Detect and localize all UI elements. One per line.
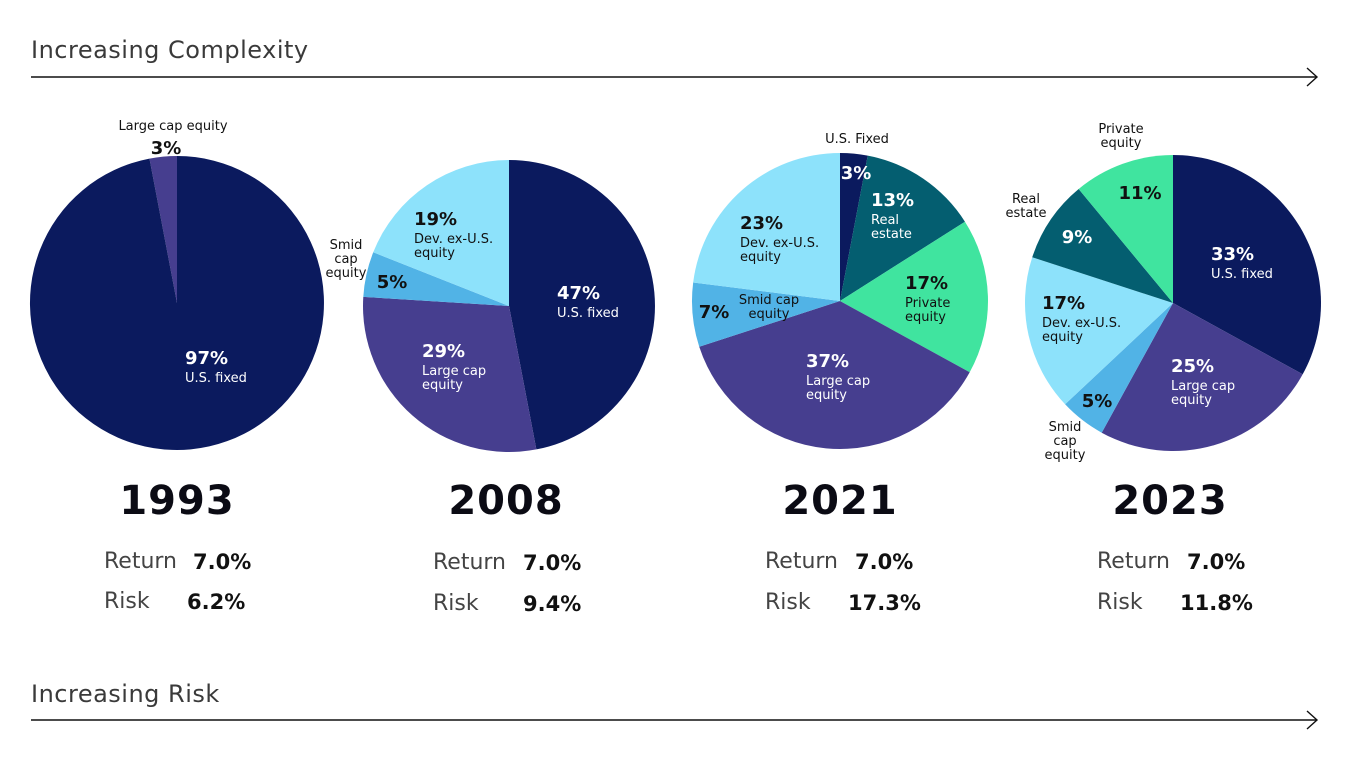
risk-value-2021: 17.3% [848, 591, 921, 615]
pie-slice-1993-large_cap [149, 156, 177, 303]
pie-slice-1993-us_fixed [29, 156, 324, 450]
risk-label-2021: Risk [765, 590, 811, 615]
pie-percent-2023-large_cap: 25% [1171, 356, 1214, 377]
pie-percent-2008-large_cap: 29% [422, 341, 465, 362]
pie-percent-1993-large_cap: 3% [151, 138, 182, 159]
return-value-2008: 7.0% [523, 551, 582, 575]
year-title-1993: 1993 [119, 478, 235, 524]
pie-label-2008-us_fixed: U.S. fixed [557, 306, 619, 321]
pie-slice-2008-large_cap [363, 296, 537, 452]
return-value-2023: 7.0% [1187, 550, 1246, 574]
bottom-axis-arrow [31, 710, 1319, 730]
pie-slice-2008-dev_ex_us [373, 160, 509, 306]
pie-percent-2023-private_equity: 11% [1118, 183, 1161, 204]
top-axis-arrow [31, 67, 1319, 87]
pie-label-2008-dev_ex_us: Dev. ex-U.S. equity [414, 232, 493, 261]
pie-percent-2008-smid_cap: 5% [377, 272, 408, 293]
risk-label-2008: Risk [433, 591, 479, 616]
year-title-2021: 2021 [782, 478, 898, 524]
return-value-2021: 7.0% [855, 550, 914, 574]
return-label-2021: Return [765, 549, 839, 574]
pie-percent-2008-us_fixed: 47% [557, 283, 600, 304]
risk-value-2008: 9.4% [523, 592, 582, 616]
bottom-axis-label: Increasing Risk [31, 680, 220, 708]
pie-slice-2021-us_fixed [840, 153, 868, 301]
pie-percent-2021-private_equity: 17% [905, 273, 948, 294]
pie-percent-2008-dev_ex_us: 19% [414, 209, 457, 230]
pie-label-2023-dev_ex_us: Dev. ex-U.S. equity [1042, 316, 1121, 345]
pie-label-2021-smid_cap: Smid cap equity [739, 293, 799, 322]
pie-label-2008-large_cap: Large cap equity [422, 364, 486, 393]
pie-slice-2023-large_cap [1101, 303, 1303, 451]
risk-value-2023: 11.8% [1180, 591, 1253, 615]
return-label-1993: Return [104, 549, 178, 574]
pie-slice-2008-us_fixed [509, 160, 655, 450]
return-label-2008: Return [433, 550, 507, 575]
pie-percent-2021-real_estate: 13% [871, 190, 914, 211]
risk-value-1993: 6.2% [187, 590, 246, 614]
risk-label-2023: Risk [1097, 590, 1143, 615]
pie-label-2008-smid_cap: Smid cap equity [326, 238, 367, 281]
pie-label-2021-real_estate: Real estate [871, 213, 912, 242]
pie-label-2021-us_fixed: U.S. Fixed [825, 132, 889, 147]
pie-slice-2023-dev_ex_us [1024, 257, 1173, 405]
pie-slice-2023-us_fixed [1173, 155, 1321, 375]
pie-slice-2021-large_cap [699, 301, 970, 449]
pie-label-2023-real_estate: Real estate [1006, 192, 1047, 221]
top-axis-label: Increasing Complexity [31, 36, 309, 64]
pie-slice-2021-smid_cap [692, 282, 840, 347]
pie-percent-2021-us_fixed: 3% [841, 163, 872, 184]
pie-slice-2008-smid_cap [363, 252, 509, 306]
pie-percent-2021-large_cap: 37% [806, 351, 849, 372]
risk-label-1993: Risk [104, 589, 150, 614]
pie-slice-2023-private_equity [1078, 155, 1173, 303]
pie-percent-2021-dev_ex_us: 23% [740, 213, 783, 234]
pie-label-2023-private_equity: Private equity [1098, 122, 1143, 151]
pie-label-2023-smid_cap: Smid cap equity [1045, 420, 1086, 463]
pie-percent-2021-smid_cap: 7% [699, 302, 730, 323]
pie-percent-2023-us_fixed: 33% [1211, 244, 1254, 265]
pie-slice-2023-real_estate [1032, 188, 1173, 303]
pie-label-2021-dev_ex_us: Dev. ex-U.S. equity [740, 236, 819, 265]
pie-percent-2023-real_estate: 9% [1062, 227, 1093, 248]
pie-label-1993-large_cap: Large cap equity [118, 119, 227, 134]
pie-label-2023-large_cap: Large cap equity [1171, 379, 1235, 408]
pie-label-1993-us_fixed: U.S. fixed [185, 371, 247, 386]
pie-label-2021-private_equity: Private equity [905, 296, 950, 325]
pie-slice-2021-dev_ex_us [693, 153, 840, 301]
year-title-2008: 2008 [448, 478, 564, 524]
pie-label-2021-large_cap: Large cap equity [806, 374, 870, 403]
pie-percent-2023-smid_cap: 5% [1082, 391, 1113, 412]
pie-slice-2021-private_equity [840, 221, 988, 373]
pie-percent-2023-dev_ex_us: 17% [1042, 293, 1085, 314]
return-value-1993: 7.0% [193, 550, 252, 574]
pie-percent-1993-us_fixed: 97% [185, 348, 228, 369]
return-label-2023: Return [1097, 549, 1171, 574]
pie-slice-2021-real_estate [840, 155, 965, 301]
pie-slice-2023-smid_cap [1065, 303, 1173, 433]
year-title-2023: 2023 [1112, 478, 1228, 524]
pie-label-2023-us_fixed: U.S. fixed [1211, 267, 1273, 282]
